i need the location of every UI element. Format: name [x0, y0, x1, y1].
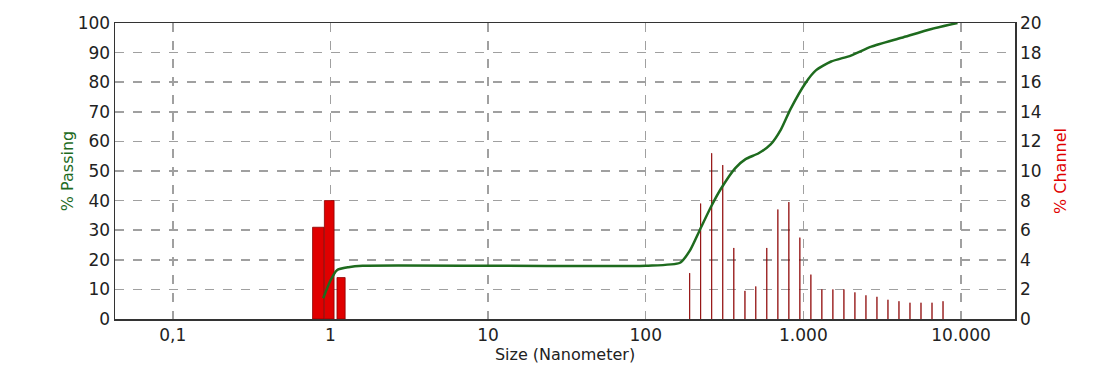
svg-text:40: 40 — [88, 191, 110, 211]
svg-text:% Passing: % Passing — [58, 131, 77, 211]
svg-text:10.000: 10.000 — [931, 325, 990, 345]
svg-text:10: 10 — [1020, 161, 1042, 181]
svg-text:0,1: 0,1 — [159, 325, 186, 345]
svg-text:4: 4 — [1020, 250, 1031, 270]
svg-text:20: 20 — [1020, 13, 1042, 33]
svg-text:2: 2 — [1020, 279, 1031, 299]
svg-text:% Channel: % Channel — [1051, 128, 1070, 214]
svg-text:6: 6 — [1020, 220, 1031, 240]
svg-text:0: 0 — [1020, 309, 1031, 329]
svg-text:80: 80 — [88, 72, 110, 92]
svg-text:100: 100 — [629, 325, 661, 345]
svg-text:10: 10 — [88, 279, 110, 299]
svg-text:90: 90 — [88, 43, 110, 63]
svg-text:16: 16 — [1020, 72, 1042, 92]
svg-text:30: 30 — [88, 220, 110, 240]
svg-text:20: 20 — [88, 250, 110, 270]
svg-text:0: 0 — [99, 309, 110, 329]
svg-text:8: 8 — [1020, 191, 1031, 211]
svg-text:70: 70 — [88, 102, 110, 122]
svg-text:100: 100 — [78, 13, 110, 33]
svg-text:Size (Nanometer): Size (Nanometer) — [495, 345, 635, 364]
svg-text:1: 1 — [325, 325, 336, 345]
svg-text:1.000: 1.000 — [779, 325, 828, 345]
svg-text:12: 12 — [1020, 131, 1042, 151]
svg-text:60: 60 — [88, 131, 110, 151]
svg-text:18: 18 — [1020, 43, 1042, 63]
svg-text:10: 10 — [477, 325, 499, 345]
svg-text:14: 14 — [1020, 102, 1042, 122]
svg-text:50: 50 — [88, 161, 110, 181]
